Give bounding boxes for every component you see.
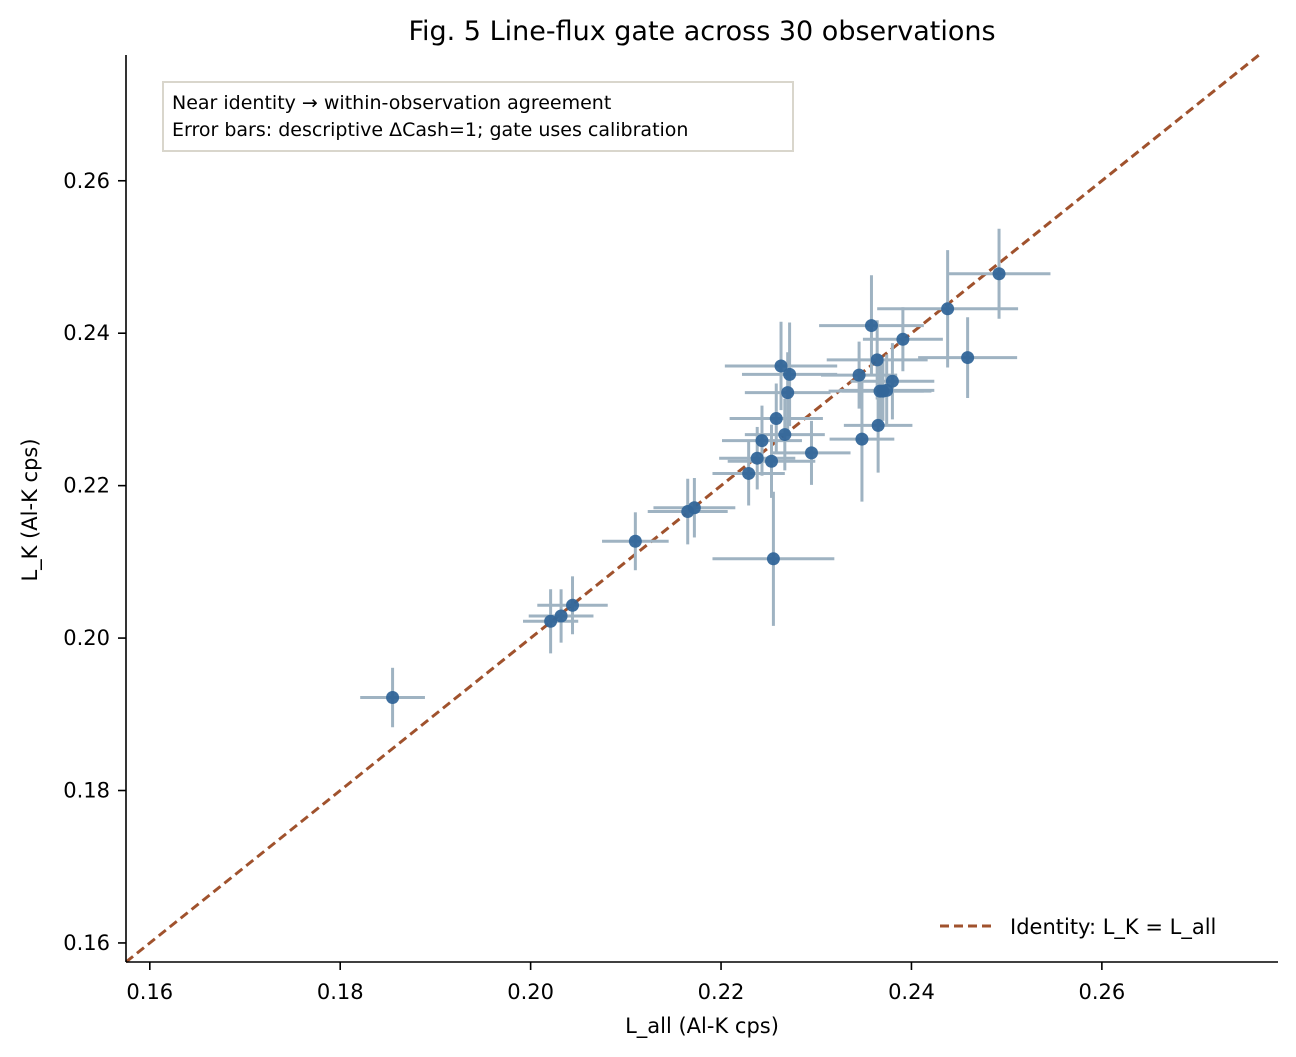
data-point (750, 451, 764, 465)
y-tick-label: 0.16 (63, 931, 110, 955)
data-point (628, 534, 642, 548)
data-point (941, 302, 955, 316)
annotation-line-1: Near identity → within-observation agree… (172, 92, 611, 114)
data-point (742, 466, 756, 480)
data-point (992, 267, 1006, 281)
x-tick-label: 0.26 (1078, 980, 1125, 1004)
data-point (885, 374, 899, 388)
y-tick-label: 0.20 (63, 626, 110, 650)
data-point (804, 446, 818, 460)
data-point (896, 332, 910, 346)
x-axis-label: L_all (Al-K cps) (625, 1014, 779, 1039)
data-point (870, 353, 884, 367)
data-point (774, 359, 788, 373)
data-point (554, 609, 568, 623)
x-tick-label: 0.16 (126, 980, 173, 1004)
data-point (566, 598, 580, 612)
data-point (687, 501, 701, 515)
data-point (769, 412, 783, 426)
data-point (765, 454, 779, 468)
data-point (783, 367, 797, 381)
data-point (755, 434, 769, 448)
data-point (386, 691, 400, 705)
legend-identity-label: Identity: L_K = L_all (1010, 915, 1216, 940)
annotation-box: Near identity → within-observation agree… (162, 81, 794, 152)
data-points (386, 267, 1006, 705)
data-point (864, 319, 878, 333)
legend: Identity: L_K = L_all (940, 915, 1216, 940)
annotation-frame (162, 81, 794, 152)
data-point (544, 614, 558, 628)
y-ticks: 0.16 0.18 0.20 0.22 0.24 0.26 (63, 169, 126, 955)
data-point (781, 386, 795, 400)
identity-line (125, 53, 1260, 964)
y-tick-label: 0.24 (63, 321, 110, 345)
y-axis-label: L_K (Al-K cps) (18, 438, 43, 581)
annotation-line-2: Error bars: descriptive ΔCash=1; gate us… (172, 119, 688, 141)
axes (125, 55, 1278, 963)
data-point (961, 351, 975, 365)
data-point (871, 418, 885, 432)
data-point (778, 428, 792, 442)
x-tick-label: 0.22 (698, 980, 745, 1004)
data-point (766, 552, 780, 566)
x-tick-label: 0.24 (888, 980, 935, 1004)
data-point (852, 368, 866, 382)
y-tick-label: 0.26 (63, 169, 110, 193)
x-ticks: 0.16 0.18 0.20 0.22 0.24 0.26 (126, 962, 1125, 1004)
data-point (855, 432, 869, 446)
x-tick-label: 0.20 (507, 980, 554, 1004)
y-tick-label: 0.18 (63, 779, 110, 803)
x-tick-label: 0.18 (317, 980, 364, 1004)
y-tick-label: 0.22 (63, 474, 110, 498)
chart-title: Fig. 5 Line-flux gate across 30 observat… (408, 16, 995, 47)
